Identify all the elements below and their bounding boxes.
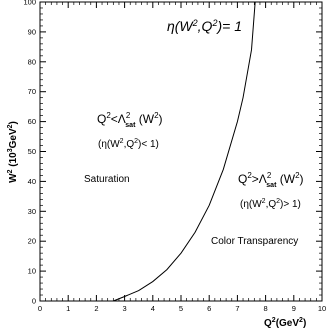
x-tick-label: 6 [207,304,211,313]
left-condition: Q2<Λ2 sat (W2) [97,111,163,129]
y-axis-label: W2 (103GeV2) [7,121,19,183]
eta-equals-one-curve [113,1,256,302]
y-tick-label: 70 [28,87,36,96]
y-tick-label: 90 [28,27,36,36]
y-tick-label: 0 [32,297,36,306]
x-tick-label: 10 [318,304,326,313]
color-transparency-region-label: Color Transparency [211,236,298,247]
x-tick-label: 4 [151,304,155,313]
curve-label: η(W2,Q2)= 1 [167,18,242,34]
x-tick-label: 9 [292,304,296,313]
x-tick-label: 5 [179,304,183,313]
plot-frame [39,1,323,302]
x-tick-label: 3 [123,304,127,313]
saturation-region-label: Saturation [84,174,130,185]
x-tick-label: 0 [38,304,42,313]
x-axis-label: Q2(GeV2) [264,317,306,329]
y-tick-label: 80 [28,57,36,66]
x-tick-label: 7 [235,304,239,313]
right-eta-condition: (η(W2,Q2)> 1) [240,198,301,210]
x-tick-label: 2 [94,304,98,313]
y-tick-label: 50 [28,147,36,156]
y-tick-label: 40 [28,177,36,186]
y-tick-label: 20 [28,237,36,246]
x-tick-label: 1 [66,304,70,313]
y-tick-label: 30 [28,207,36,216]
x-tick-label: 8 [264,304,268,313]
left-eta-condition: (η(W2,Q2)< 1) [98,138,159,150]
y-tick-label: 100 [23,0,36,7]
y-tick-label: 10 [28,267,36,276]
y-tick-label: 60 [28,117,36,126]
right-condition: Q2>Λ2 sat (W2) [238,171,304,189]
